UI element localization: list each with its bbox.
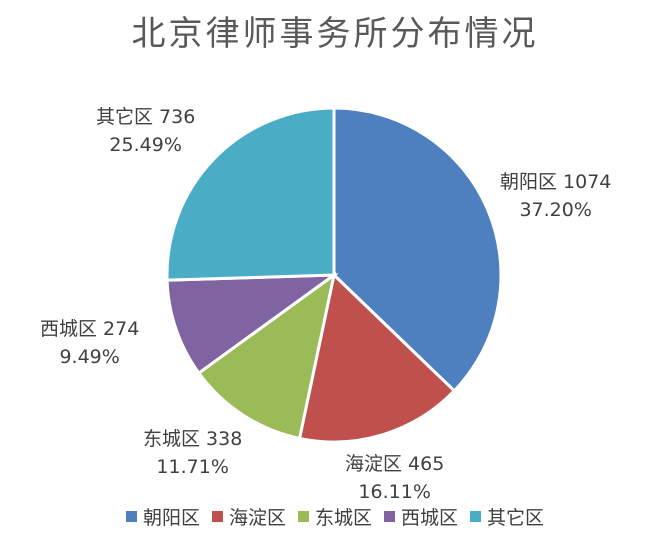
legend-label: 海淀区 xyxy=(228,507,286,529)
slice-label-percent: 25.49% xyxy=(109,134,182,156)
legend-swatch xyxy=(297,511,309,522)
pie-slice-4 xyxy=(165,273,339,376)
slice-label-value: 其它区 736 xyxy=(96,106,196,128)
legend-item-2: 海淀区 xyxy=(211,503,286,530)
slice-label-5: 其它区 736 25.49% xyxy=(96,103,195,159)
slice-label-2: 海淀区 465 16.11% xyxy=(345,450,444,506)
legend-swatch xyxy=(125,511,137,522)
slice-label-value: 海淀区 465 xyxy=(345,453,445,475)
legend-item-1: 朝阳区 xyxy=(125,503,200,530)
slice-label-value: 东城区 338 xyxy=(143,428,243,450)
slice-label-1: 朝阳区 1074 37.20% xyxy=(500,168,611,224)
slice-label-value: 西城区 274 xyxy=(40,318,140,340)
slice-label-percent: 37.20% xyxy=(519,199,592,221)
slice-label-value: 朝阳区 1074 xyxy=(500,171,612,193)
pie-slice-2 xyxy=(297,272,457,444)
slice-label-percent: 16.11% xyxy=(358,481,431,503)
legend: 朝阳区 海淀区 东城区 西城区 其它区 xyxy=(0,503,670,530)
legend-label: 其它区 xyxy=(487,507,545,529)
legend-swatch xyxy=(470,511,482,522)
legend-item-3: 东城区 xyxy=(297,503,372,530)
legend-item-5: 其它区 xyxy=(470,503,544,530)
slice-label-4: 西城区 274 9.49% xyxy=(40,315,139,371)
pie-slice-3 xyxy=(196,271,337,441)
pie-slice-1 xyxy=(332,106,503,393)
legend-label: 朝阳区 xyxy=(142,507,200,529)
pie-slice-5 xyxy=(165,106,336,282)
slice-label-3: 东城区 338 11.71% xyxy=(143,425,242,481)
slice-label-percent: 11.71% xyxy=(156,456,229,478)
legend-item-4: 西城区 xyxy=(384,503,458,530)
chart-title: 北京律师事务所分布情况 xyxy=(131,14,539,54)
slice-label-percent: 9.49% xyxy=(59,346,120,368)
legend-swatch xyxy=(211,511,223,522)
legend-label: 东城区 xyxy=(314,507,372,529)
legend-label: 西城区 xyxy=(401,507,459,529)
legend-swatch xyxy=(384,511,395,522)
